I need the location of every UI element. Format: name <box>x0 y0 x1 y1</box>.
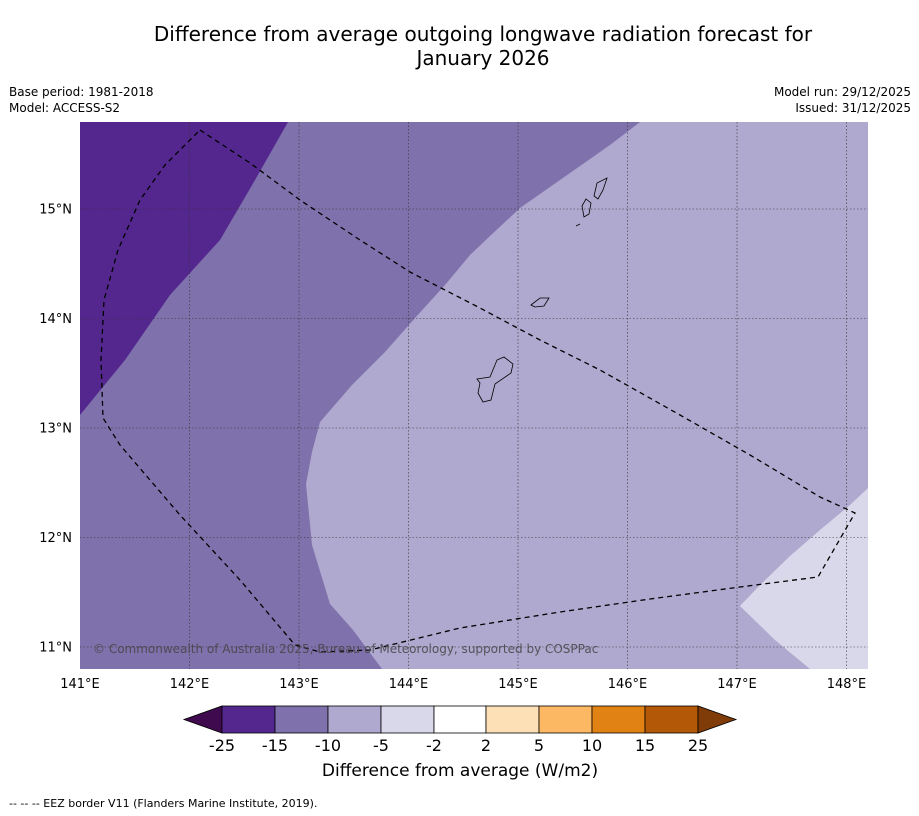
colorbar-title: Difference from average (W/m2) <box>321 761 599 781</box>
band-neg25-neg15 <box>80 122 288 415</box>
colorbar-bin <box>538 705 593 734</box>
colorbar-tick-label: 5 <box>534 736 544 755</box>
colorbar-tick-label: 2 <box>481 736 491 755</box>
island-aguijan <box>575 223 581 227</box>
model-run-text: Model run: 29/12/2025 <box>773 85 911 99</box>
lon-tick-label: 142°E <box>170 677 210 692</box>
lat-tick-label: 11°N <box>39 641 72 656</box>
map-field <box>80 122 868 669</box>
lon-tick-label: 147°E <box>717 677 757 692</box>
colorbar-bin <box>644 705 699 734</box>
colorbar <box>182 705 738 734</box>
model-text: Model: ACCESS-S2 <box>9 101 121 115</box>
gridlines <box>80 122 868 669</box>
issued-text: Issued: 31/12/2025 <box>795 101 911 115</box>
colorbar-bin <box>433 705 487 734</box>
island-guam <box>476 356 514 403</box>
title-line-2: January 2026 <box>416 46 550 70</box>
colorbar-tick-label: -2 <box>426 736 442 755</box>
island-saipan <box>593 177 608 200</box>
island-tinian <box>581 198 592 218</box>
islands <box>476 177 608 403</box>
meta-left: Base period: 1981-2018 Model: ACCESS-S2 <box>9 84 154 116</box>
title-line-1: Difference from average outgoing longwav… <box>153 22 813 46</box>
base-period-text: Base period: 1981-2018 <box>9 85 154 99</box>
lon-tick-label: 141°E <box>60 677 100 692</box>
copyright-text: © Commonwealth of Australia 2025, Bureau… <box>93 642 598 656</box>
colorbar-tick-label: 10 <box>582 736 602 755</box>
lat-tick-labels: 15°N 14°N 13°N 12°N 11°N <box>39 203 72 656</box>
colorbar-tick-label: -15 <box>262 736 288 755</box>
band-neg15-neg10 <box>80 122 640 669</box>
colorbar-tick-label: -10 <box>315 736 341 755</box>
lon-tick-labels: 141°E 142°E 143°E 144°E 145°E 146°E 147°… <box>60 677 866 692</box>
colorbar-tick-label: -25 <box>209 736 235 755</box>
lon-tick-label: 145°E <box>498 677 538 692</box>
island-rota <box>530 297 550 308</box>
lat-tick-label: 12°N <box>39 531 72 546</box>
colorbar-extend-high <box>697 705 738 734</box>
colorbar-bin <box>221 705 276 734</box>
colorbar-bin <box>274 705 329 734</box>
colorbar-tick-label: -5 <box>373 736 389 755</box>
colorbar-bin <box>591 705 646 734</box>
meta-right: Model run: 29/12/2025 Issued: 31/12/2025 <box>774 84 911 116</box>
lat-tick-label: 15°N <box>39 203 72 218</box>
colorbar-extend-low <box>182 705 223 734</box>
colorbar-tick-label: 25 <box>688 736 708 755</box>
eez-footnote: -- -- -- EEZ border V11 (Flanders Marine… <box>9 797 318 810</box>
lon-tick-label: 144°E <box>389 677 429 692</box>
lon-tick-label: 148°E <box>827 677 867 692</box>
lon-tick-label: 143°E <box>279 677 319 692</box>
colorbar-bin <box>327 705 382 734</box>
lat-tick-label: 14°N <box>39 312 72 327</box>
colorbar-tick-label: 15 <box>635 736 655 755</box>
colorbar-bin <box>485 705 540 734</box>
colorbar-bin <box>380 705 435 734</box>
eez-border <box>100 129 856 653</box>
colorbar-ticks: -25 -15 -10 -5 -2 2 5 10 15 25 <box>209 736 708 755</box>
chart-title: Difference from average outgoing longwav… <box>100 22 866 70</box>
lat-tick-label: 13°N <box>39 422 72 437</box>
lon-tick-label: 146°E <box>608 677 648 692</box>
